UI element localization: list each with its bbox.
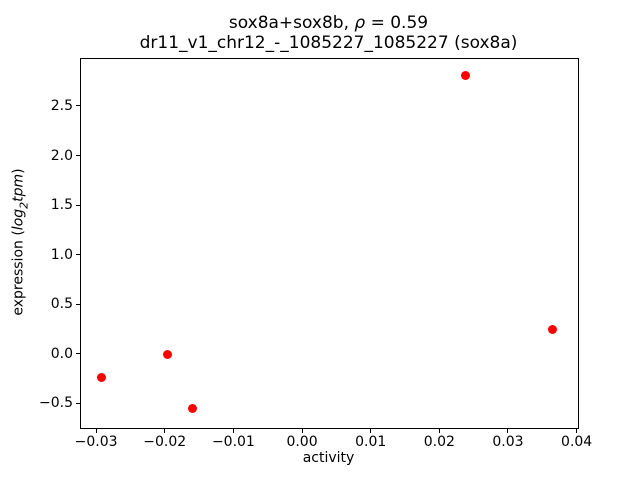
x-axis-tick-label: 0.01 <box>355 434 387 450</box>
y-axis-tick-label: −0.5 <box>39 395 73 412</box>
scatter-point <box>548 325 558 335</box>
chart-title-line1: sox8a+sox8b, ρ = 0.59 <box>80 13 577 33</box>
x-axis-tick <box>164 428 166 433</box>
y-axis-tick <box>76 204 81 206</box>
x-axis-tick <box>301 428 303 433</box>
scatter-point <box>162 350 172 360</box>
y-axis-tick <box>76 402 81 404</box>
x-axis-tick-label: −0.03 <box>74 434 118 450</box>
scatter-point <box>460 70 470 80</box>
x-axis-tick-label: 0.04 <box>561 434 593 450</box>
y-axis-tick <box>76 105 81 107</box>
scatter-point <box>97 372 107 382</box>
x-axis-tick <box>232 428 234 433</box>
x-axis-tick-label: 0.02 <box>423 434 455 450</box>
x-axis-tick <box>438 428 440 433</box>
y-label-math-log: log <box>10 208 27 231</box>
y-label-close-paren: ) <box>10 168 27 174</box>
x-axis-tick <box>370 428 372 433</box>
y-axis-tick-label: 0.0 <box>50 345 73 362</box>
y-axis-tick-label: 2.5 <box>50 97 73 114</box>
y-axis-tick-label: 0.5 <box>50 296 73 313</box>
x-axis-label: activity <box>302 450 355 466</box>
x-axis-tick <box>507 428 509 433</box>
y-axis-tick <box>76 353 81 355</box>
x-axis-tick-label: −0.01 <box>211 434 255 450</box>
chart-title-line2: dr11_v1_chr12_-_1085227_1085227 (sox8a) <box>139 33 518 53</box>
x-axis-tick <box>576 428 578 433</box>
chart-title: sox8a+sox8b, ρ = 0.59 dr11_v1_chr12_-_10… <box>80 13 577 53</box>
y-axis-tick <box>76 155 81 157</box>
y-axis-label: expression (log2tpm) <box>10 168 31 316</box>
title-rho-value: = 0.59 <box>365 13 429 33</box>
y-label-math-tpm: tpm <box>10 173 27 202</box>
y-axis-tick-label: 1.0 <box>50 246 73 263</box>
x-axis-tick <box>95 428 97 433</box>
y-axis-tick <box>76 303 81 305</box>
y-axis-tick <box>76 254 81 256</box>
title-gene-pair: sox8a+sox8b, <box>228 13 355 33</box>
plot-area <box>76 58 579 433</box>
scatter-point <box>188 404 198 414</box>
x-axis-tick-label: 0.03 <box>492 434 524 450</box>
x-axis-tick-label: −0.02 <box>143 434 187 450</box>
y-axis-tick-label: 2.0 <box>50 147 73 164</box>
title-rho-symbol: ρ <box>354 13 366 33</box>
y-axis-tick-label: 1.5 <box>50 197 73 214</box>
x-axis-tick-label: 0.00 <box>286 434 318 450</box>
y-label-text: expression ( <box>10 230 27 316</box>
